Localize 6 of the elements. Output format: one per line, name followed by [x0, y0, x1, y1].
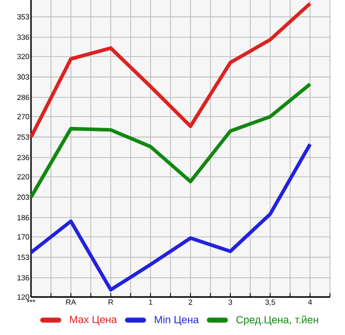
line-series [29, 2, 312, 139]
line-series [29, 142, 312, 292]
legend-label: Max Цена [70, 316, 118, 326]
line-series [29, 82, 312, 199]
legend-label: Сред.Цена, т.йен [236, 316, 318, 326]
legend-label: Min Цена [154, 316, 199, 326]
